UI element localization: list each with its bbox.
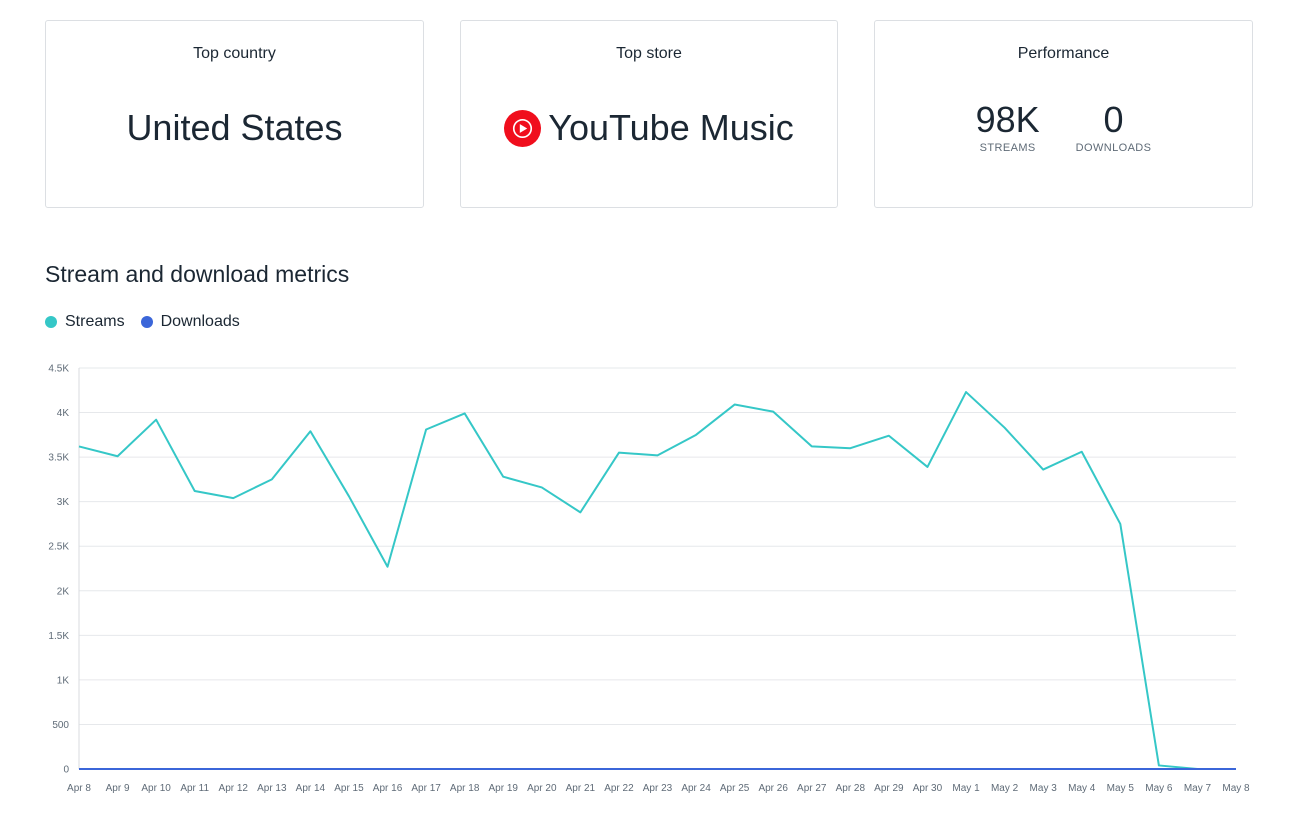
x-tick-label: Apr 10 bbox=[141, 783, 171, 794]
performance-stats: 98K STREAMS 0 DOWNLOADS bbox=[875, 99, 1252, 155]
x-tick-label: Apr 23 bbox=[643, 783, 673, 794]
x-tick-label: Apr 12 bbox=[219, 783, 249, 794]
x-tick-label: Apr 20 bbox=[527, 783, 557, 794]
x-tick-label: May 6 bbox=[1145, 783, 1173, 794]
streams-legend-dot bbox=[45, 316, 57, 328]
x-tick-label: Apr 16 bbox=[373, 783, 403, 794]
y-tick-label: 4.5K bbox=[48, 364, 69, 375]
y-tick-label: 2K bbox=[57, 586, 70, 597]
y-tick-label: 3K bbox=[57, 497, 70, 508]
streams-stat: 98K STREAMS bbox=[975, 99, 1040, 155]
x-tick-label: Apr 22 bbox=[604, 783, 634, 794]
x-tick-label: Apr 30 bbox=[913, 783, 943, 794]
downloads-value: 0 bbox=[1103, 99, 1124, 140]
x-tick-label: May 5 bbox=[1107, 783, 1135, 794]
x-tick-label: Apr 8 bbox=[67, 783, 91, 794]
y-tick-label: 2.5K bbox=[48, 542, 69, 553]
x-tick-label: Apr 24 bbox=[681, 783, 711, 794]
x-tick-label: Apr 19 bbox=[488, 783, 518, 794]
top-store-title: Top store bbox=[616, 45, 682, 62]
y-tick-label: 3.5K bbox=[48, 453, 69, 464]
youtube-music-icon bbox=[504, 109, 542, 147]
chart-legend: Streams Downloads bbox=[45, 313, 256, 331]
downloads-label: DOWNLOADS bbox=[1075, 142, 1152, 154]
y-tick-label: 4K bbox=[57, 408, 70, 419]
downloads-legend-dot bbox=[140, 316, 153, 328]
top-country-title: Top country bbox=[193, 45, 276, 62]
legend-label-downloads: Downloads bbox=[160, 313, 240, 330]
top-country-value: United States bbox=[126, 107, 343, 148]
top-store-value: YouTube Music bbox=[548, 107, 794, 148]
x-tick-label: Apr 27 bbox=[797, 783, 827, 794]
y-tick-label: 0 bbox=[63, 765, 69, 776]
x-tick-label: Apr 26 bbox=[758, 783, 788, 794]
x-tick-label: Apr 11 bbox=[180, 783, 209, 794]
top-store-row: YouTube Music bbox=[461, 107, 837, 149]
x-tick-label: May 2 bbox=[991, 783, 1019, 794]
x-tick-label: Apr 28 bbox=[836, 783, 866, 794]
x-tick-label: Apr 15 bbox=[334, 783, 364, 794]
legend-item-streams[interactable]: Streams bbox=[45, 313, 125, 331]
x-tick-label: May 4 bbox=[1068, 783, 1096, 794]
streams-series-line bbox=[78, 391, 1236, 770]
x-tick-label: Apr 21 bbox=[566, 783, 596, 794]
section-title: Stream and download metrics bbox=[45, 261, 350, 287]
x-tick-label: May 8 bbox=[1222, 783, 1250, 794]
x-tick-label: Apr 29 bbox=[874, 783, 904, 794]
x-tick-label: Apr 14 bbox=[296, 783, 326, 794]
downloads-stat: 0 DOWNLOADS bbox=[1075, 99, 1152, 155]
y-tick-label: 1.5K bbox=[48, 631, 69, 642]
x-tick-label: Apr 13 bbox=[257, 783, 287, 794]
x-tick-label: Apr 18 bbox=[450, 783, 480, 794]
performance-card: Performance 98K STREAMS 0 DOWNLOADS bbox=[874, 20, 1253, 208]
x-tick-label: May 3 bbox=[1030, 783, 1058, 794]
x-tick-label: May 1 bbox=[952, 783, 980, 794]
top-country-card: Top country United States bbox=[45, 20, 424, 208]
y-tick-label: 500 bbox=[52, 720, 69, 731]
top-store-card: Top store YouTube Music bbox=[460, 20, 838, 208]
x-tick-label: Apr 9 bbox=[106, 783, 130, 794]
streams-label: STREAMS bbox=[979, 142, 1036, 154]
streams-value: 98K bbox=[975, 99, 1040, 140]
x-tick-label: Apr 17 bbox=[411, 783, 441, 794]
stream-download-chart: 0 500 1K 1.5K 2K 2.5K 3K 3.5K 4K 4.5K Apr 8 Apr 9 Ap… bbox=[48, 364, 1250, 795]
x-tick-label: May 7 bbox=[1184, 783, 1212, 794]
legend-label-streams: Streams bbox=[65, 313, 125, 330]
y-tick-label: 1K bbox=[57, 675, 70, 686]
legend-item-downloads[interactable]: Downloads bbox=[140, 313, 240, 331]
performance-title: Performance bbox=[1017, 45, 1110, 62]
x-tick-label: Apr 25 bbox=[720, 783, 750, 794]
